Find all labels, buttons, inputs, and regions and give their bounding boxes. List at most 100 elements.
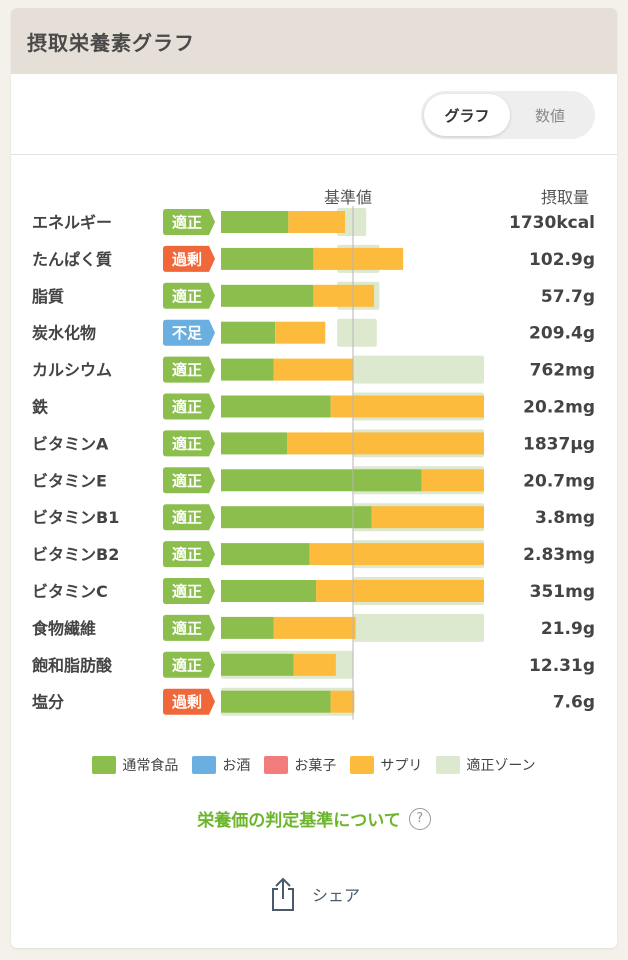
judgement-badge-10	[163, 578, 215, 604]
category-label-9: ビタミンB2	[32, 545, 119, 564]
intake-value-5: 20.2mg	[523, 398, 595, 418]
judgement-badge-6	[163, 430, 215, 457]
judgement-text-8: 適正	[172, 509, 202, 527]
intake-value-10: 351mg	[530, 582, 595, 602]
bar-サプリ-13	[330, 690, 355, 713]
card-header: 摂取栄養素グラフ	[11, 8, 617, 74]
judgement-badge-3	[163, 319, 215, 346]
bar-サプリ-7	[421, 469, 484, 492]
legend-label-food: 通常食品	[122, 758, 179, 774]
bar-サプリ-4	[273, 358, 353, 381]
category-label-2: 脂質	[32, 287, 64, 306]
judgement-text-13: 過剰	[171, 693, 202, 711]
legend-swatch-food	[92, 756, 117, 774]
criteria-info-link[interactable]: 栄養価の判定基準について ?	[11, 806, 617, 831]
judgement-badge-11	[163, 614, 215, 641]
bar-通常食品-3	[221, 321, 276, 344]
category-label-7: ビタミンE	[32, 471, 107, 490]
category-label-13: 塩分	[32, 693, 64, 712]
chart-legend: 通常食品 お酒 お菓子 サプリ 適正ゾーン	[11, 753, 617, 777]
judgement-text-12: 適正	[172, 656, 202, 674]
baseline-column-header: 基準値	[324, 188, 373, 207]
judgement-text-11: 適正	[172, 619, 202, 637]
bar-サプリ-1	[313, 247, 404, 270]
category-label-12: 飽和脂肪酸	[31, 656, 113, 675]
share-icon	[271, 877, 294, 911]
legend-swatch-snack	[264, 756, 289, 774]
bar-サプリ-2	[313, 284, 375, 307]
bar-通常食品-12	[221, 653, 294, 676]
bar-通常食品-5	[221, 395, 331, 418]
bar-サプリ-0	[288, 211, 346, 233]
intake-value-11: 21.9g	[541, 619, 595, 639]
intake-value-8: 3.8mg	[535, 508, 595, 528]
judgement-text-10: 適正	[172, 583, 202, 601]
judgement-badge-13	[163, 688, 215, 715]
judgement-badge-5	[163, 393, 215, 420]
judgement-text-5: 適正	[172, 398, 202, 416]
judgement-badge-0	[163, 209, 215, 235]
legend-item-supplement: サプリ	[350, 755, 422, 775]
intake-value-12: 12.31g	[529, 656, 595, 676]
bar-通常食品-10	[221, 580, 317, 602]
bar-サプリ-5	[330, 395, 484, 418]
category-label-10: ビタミンC	[32, 582, 108, 601]
judgement-badge-4	[163, 356, 215, 383]
bar-サプリ-3	[275, 321, 326, 344]
bar-通常食品-13	[221, 690, 331, 713]
judgement-text-7: 適正	[172, 472, 202, 490]
page-title: 摂取栄養素グラフ	[27, 30, 195, 55]
intake-value-7: 20.7mg	[523, 471, 595, 491]
zone-11	[353, 613, 484, 642]
legend-swatch-zone	[436, 756, 461, 774]
bar-サプリ-12	[293, 653, 336, 676]
category-label-4: カルシウム	[32, 361, 112, 380]
legend-item-food: 通常食品	[92, 755, 178, 775]
intake-value-0: 1730kcal	[509, 213, 595, 233]
toggle-graph-button[interactable]: グラフ	[424, 94, 510, 136]
intake-value-9: 2.83mg	[523, 545, 595, 565]
judgement-text-3: 不足	[172, 324, 203, 342]
judgement-text-0: 適正	[172, 214, 202, 232]
judgement-badge-7	[163, 467, 215, 494]
judgement-badge-12	[163, 651, 215, 678]
intake-value-13: 7.6g	[553, 693, 595, 713]
category-label-11: 食物繊維	[31, 619, 96, 638]
legend-swatch-alcohol	[192, 756, 217, 774]
judgement-text-2: 適正	[172, 287, 202, 305]
judgement-text-9: 適正	[172, 546, 202, 564]
judgement-text-1: 過剰	[171, 250, 202, 268]
bar-通常食品-2	[221, 284, 314, 307]
bar-通常食品-8	[221, 506, 372, 529]
bar-通常食品-11	[221, 616, 274, 639]
category-label-3: 炭水化物	[32, 324, 96, 343]
intake-value-2: 57.7g	[541, 287, 595, 307]
bar-通常食品-4	[221, 358, 274, 381]
bar-サプリ-9	[309, 543, 484, 566]
view-toggle: グラフ 数値	[421, 91, 595, 139]
judgement-text-6: 適正	[172, 435, 202, 453]
legend-item-zone: 適正ゾーン	[436, 755, 536, 775]
judgement-text-4: 適正	[172, 361, 202, 379]
legend-label-zone: 適正ゾーン	[466, 758, 536, 774]
legend-item-alcohol: お酒	[192, 755, 250, 775]
bar-通常食品-9	[221, 543, 310, 566]
judgement-badge-9	[163, 541, 215, 568]
bar-通常食品-1	[221, 247, 314, 270]
zone-3	[337, 318, 377, 347]
bar-通常食品-7	[221, 469, 422, 492]
judgement-badge-2	[163, 282, 215, 309]
judgement-badge-8	[163, 504, 215, 531]
help-icon[interactable]: ?	[408, 807, 431, 830]
bar-サプリ-10	[316, 580, 484, 602]
bar-サプリ-8	[371, 506, 484, 529]
category-label-8: ビタミンB1	[32, 508, 119, 527]
share-label: シェア	[311, 886, 360, 905]
legend-label-snack: お菓子	[294, 758, 337, 774]
bar-通常食品-6	[221, 432, 287, 455]
bar-サプリ-6	[287, 432, 484, 455]
toggle-values-button[interactable]: 数値	[534, 106, 565, 125]
share-button[interactable]: シェア	[11, 876, 617, 912]
bar-サプリ-11	[273, 616, 356, 639]
judgement-badge-1	[163, 245, 215, 272]
